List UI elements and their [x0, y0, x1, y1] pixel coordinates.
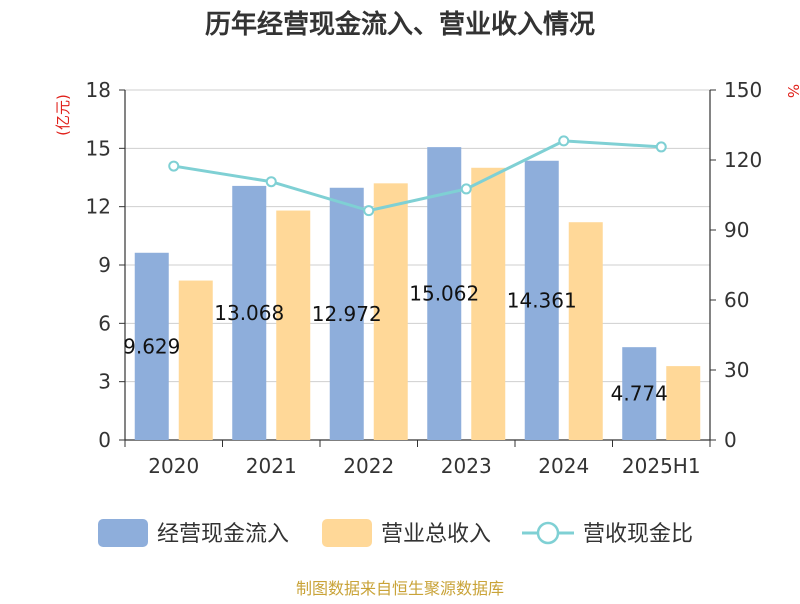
bar-data-label: 15.062 — [409, 282, 479, 306]
ratio-point — [168, 160, 180, 172]
bar-data-label: 4.774 — [611, 382, 668, 406]
bar-data-label: 9.629 — [123, 334, 180, 358]
bar-total-revenue — [178, 280, 213, 440]
x-tick-label: 2024 — [538, 454, 589, 478]
bar-data-label: 13.068 — [214, 301, 284, 325]
y-left-tick-label: 0 — [98, 428, 111, 452]
x-tick-label: 2023 — [441, 454, 492, 478]
legend-label-revenue: 营业总收入 — [381, 522, 491, 547]
y-right-tick-label: 90 — [724, 218, 749, 242]
chart-title: 历年经营现金流入、营业收入情况 — [205, 9, 595, 40]
x-tick-label: 2021 — [246, 454, 297, 478]
legend: 经营现金流入 营业总收入 营收现金比 — [98, 519, 693, 547]
bar-total-revenue — [471, 167, 506, 440]
bar-data-label: 14.361 — [507, 288, 577, 312]
y-right-tick-label: 30 — [724, 358, 749, 382]
y-right-tick-label: 150 — [724, 78, 762, 102]
ratio-point — [655, 141, 667, 153]
y-right-tick-label: 0 — [724, 428, 737, 452]
x-tick-label: 2022 — [343, 454, 394, 478]
legend-label-cash-inflow: 经营现金流入 — [157, 522, 289, 547]
y-right-tick-label: 60 — [724, 288, 749, 312]
y-left-tick-label: 15 — [86, 136, 111, 160]
legend-marker-ratio — [536, 521, 560, 545]
bar-operating-cash-inflow — [232, 185, 267, 440]
y-left-tick-label: 3 — [98, 370, 111, 394]
ratio-point — [363, 205, 375, 217]
legend-swatch-cash-inflow — [98, 519, 148, 547]
y-left-tick-label: 12 — [86, 195, 111, 219]
y-left-axis-label: (亿元) — [54, 94, 72, 136]
legend-swatch-revenue — [322, 519, 372, 547]
bar-operating-cash-inflow — [329, 187, 364, 440]
bar-operating-cash-inflow — [524, 160, 559, 440]
y-left-tick-label: 6 — [98, 311, 111, 335]
y-right-axis-label: % — [784, 84, 800, 98]
y-left-tick-label: 18 — [86, 78, 111, 102]
y-left-tick-label: 9 — [98, 253, 111, 277]
bar-total-revenue — [666, 366, 701, 440]
ratio-point — [265, 176, 277, 188]
bar-total-revenue — [276, 210, 311, 440]
x-tick-label: 2020 — [148, 454, 199, 478]
data-labels: 9.629 13.068 12.972 15.062 14.361 4.774 — [123, 282, 668, 406]
bar-operating-cash-inflow — [134, 252, 169, 440]
bar-operating-cash-inflow — [622, 347, 657, 440]
ratio-point — [460, 183, 472, 195]
bar-data-label: 12.972 — [312, 302, 382, 326]
axes: 0 3 6 9 12 15 18 0 30 60 90 120 150 2020 2021 2022 2023 2… — [86, 78, 763, 478]
ratio-line — [168, 135, 667, 217]
x-tick-label: 2025H1 — [622, 454, 701, 478]
legend-label-ratio: 营收现金比 — [583, 522, 693, 547]
bar-total-revenue — [373, 183, 408, 441]
bars — [134, 147, 701, 441]
y-right-tick-label: 120 — [724, 148, 762, 172]
source-footer: 制图数据来自恒生聚源数据库 — [296, 579, 504, 598]
grid-lines — [125, 89, 710, 383]
ratio-line-path — [173, 139, 662, 213]
ratio-point — [558, 135, 570, 147]
bar-total-revenue — [568, 222, 603, 440]
